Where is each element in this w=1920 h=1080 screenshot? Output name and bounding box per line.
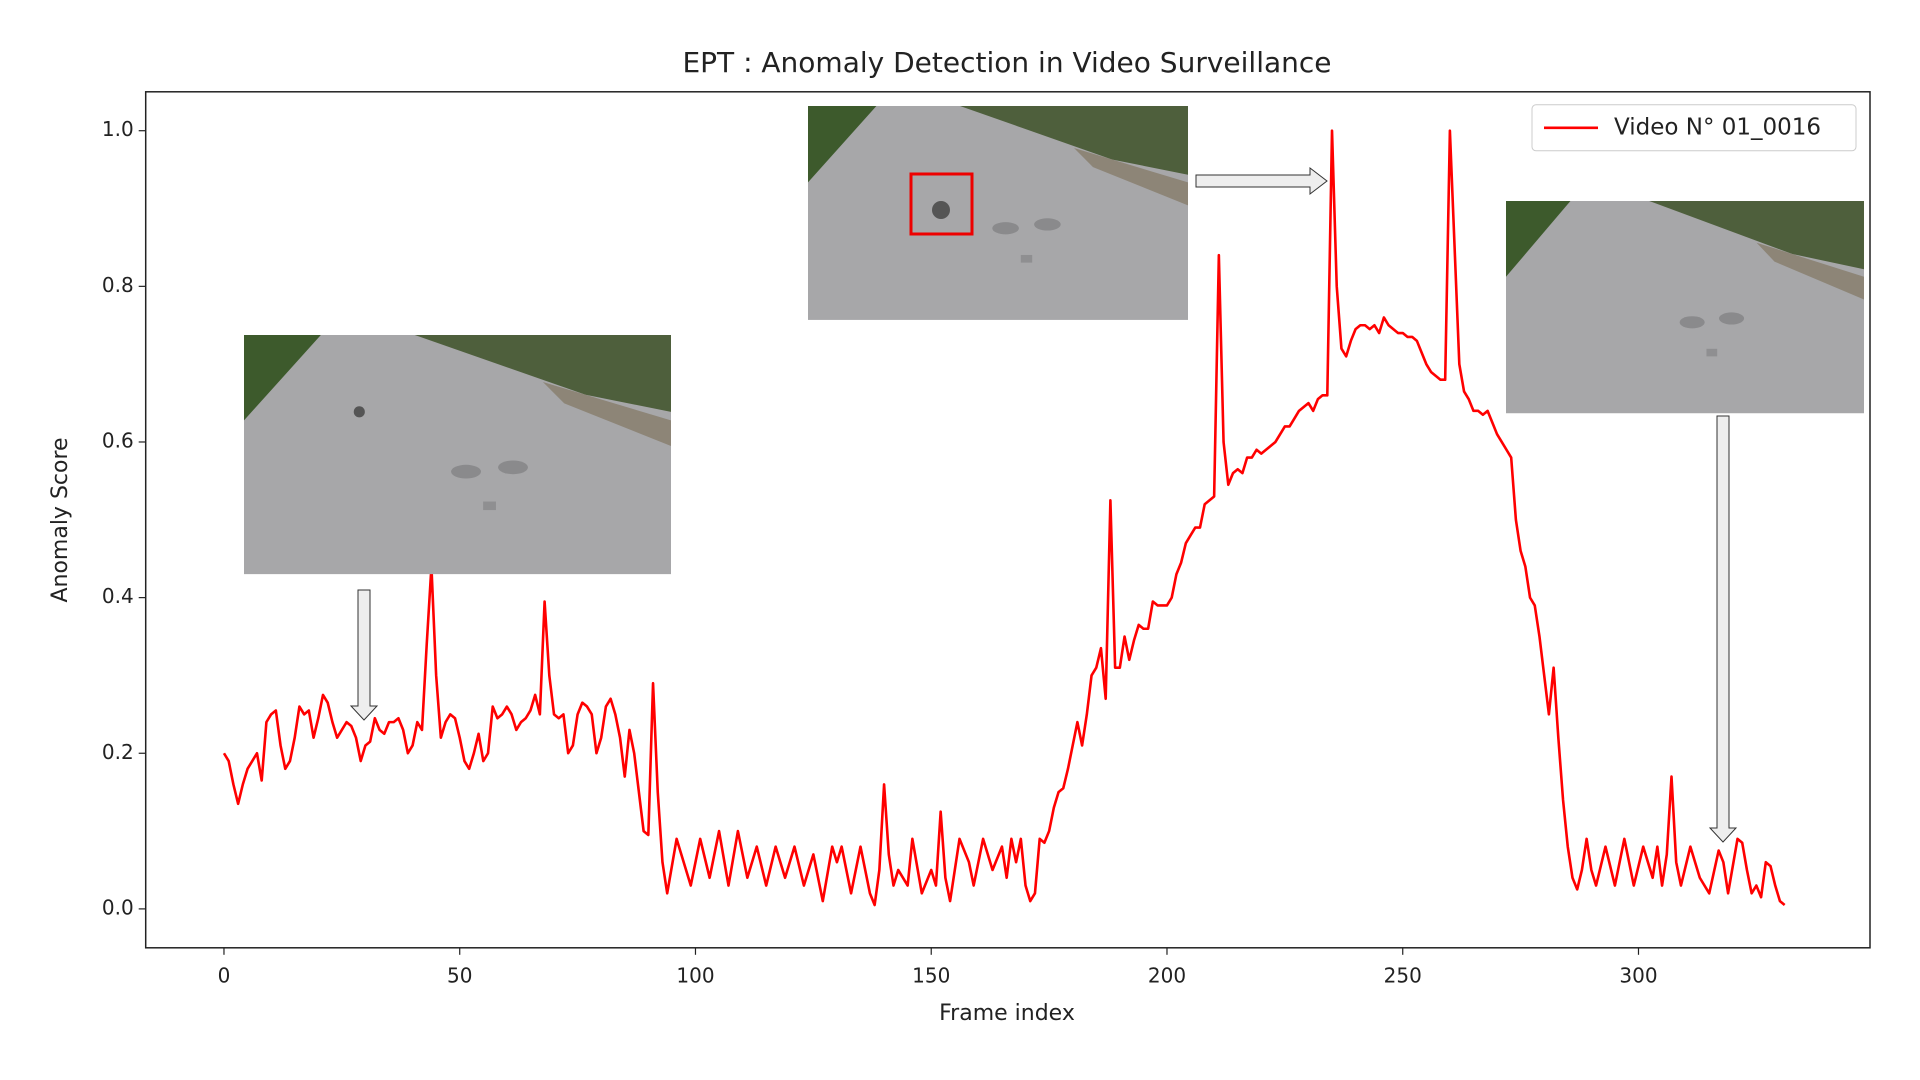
arrow [1195, 166, 1328, 196]
frame-thumbnail [1506, 201, 1864, 414]
plot-frame [144, 91, 1871, 949]
y-tick-label: 0.0 [102, 895, 134, 919]
y-axis-label: Anomaly Score [48, 437, 73, 602]
x-tick-label: 250 [1384, 963, 1422, 987]
y-tick-label: 0.4 [102, 584, 134, 608]
legend: Video N° 01_0016 [1531, 104, 1857, 152]
plot-area [222, 129, 1786, 907]
frame-thumbnail [808, 106, 1188, 320]
y-tick-label: 0.2 [102, 740, 134, 764]
x-tick-label: 50 [447, 963, 472, 987]
frame-thumbnail [244, 335, 671, 575]
y-tick-label: 0.8 [102, 273, 134, 297]
x-axis-label: Frame index [939, 1001, 1075, 1026]
x-tick-label: 200 [1148, 963, 1186, 987]
x-tick-label: 0 [218, 963, 231, 987]
annotations [244, 106, 1864, 843]
detection-box [909, 172, 974, 236]
legend-box [1531, 104, 1857, 152]
arrow [1708, 415, 1738, 843]
arrow [349, 589, 379, 721]
x-tick-label: 300 [1619, 963, 1657, 987]
y-tick-label: 0.6 [102, 428, 134, 452]
chart-title: EPT : Anomaly Detection in Video Surveil… [682, 46, 1331, 79]
data-line [222, 129, 1786, 907]
y-tick-label: 1.0 [102, 117, 134, 141]
x-tick-label: 150 [912, 963, 950, 987]
motorbike [932, 201, 950, 219]
x-tick-label: 100 [676, 963, 714, 987]
legend-label: Video N° 01_0016 [1614, 114, 1821, 140]
